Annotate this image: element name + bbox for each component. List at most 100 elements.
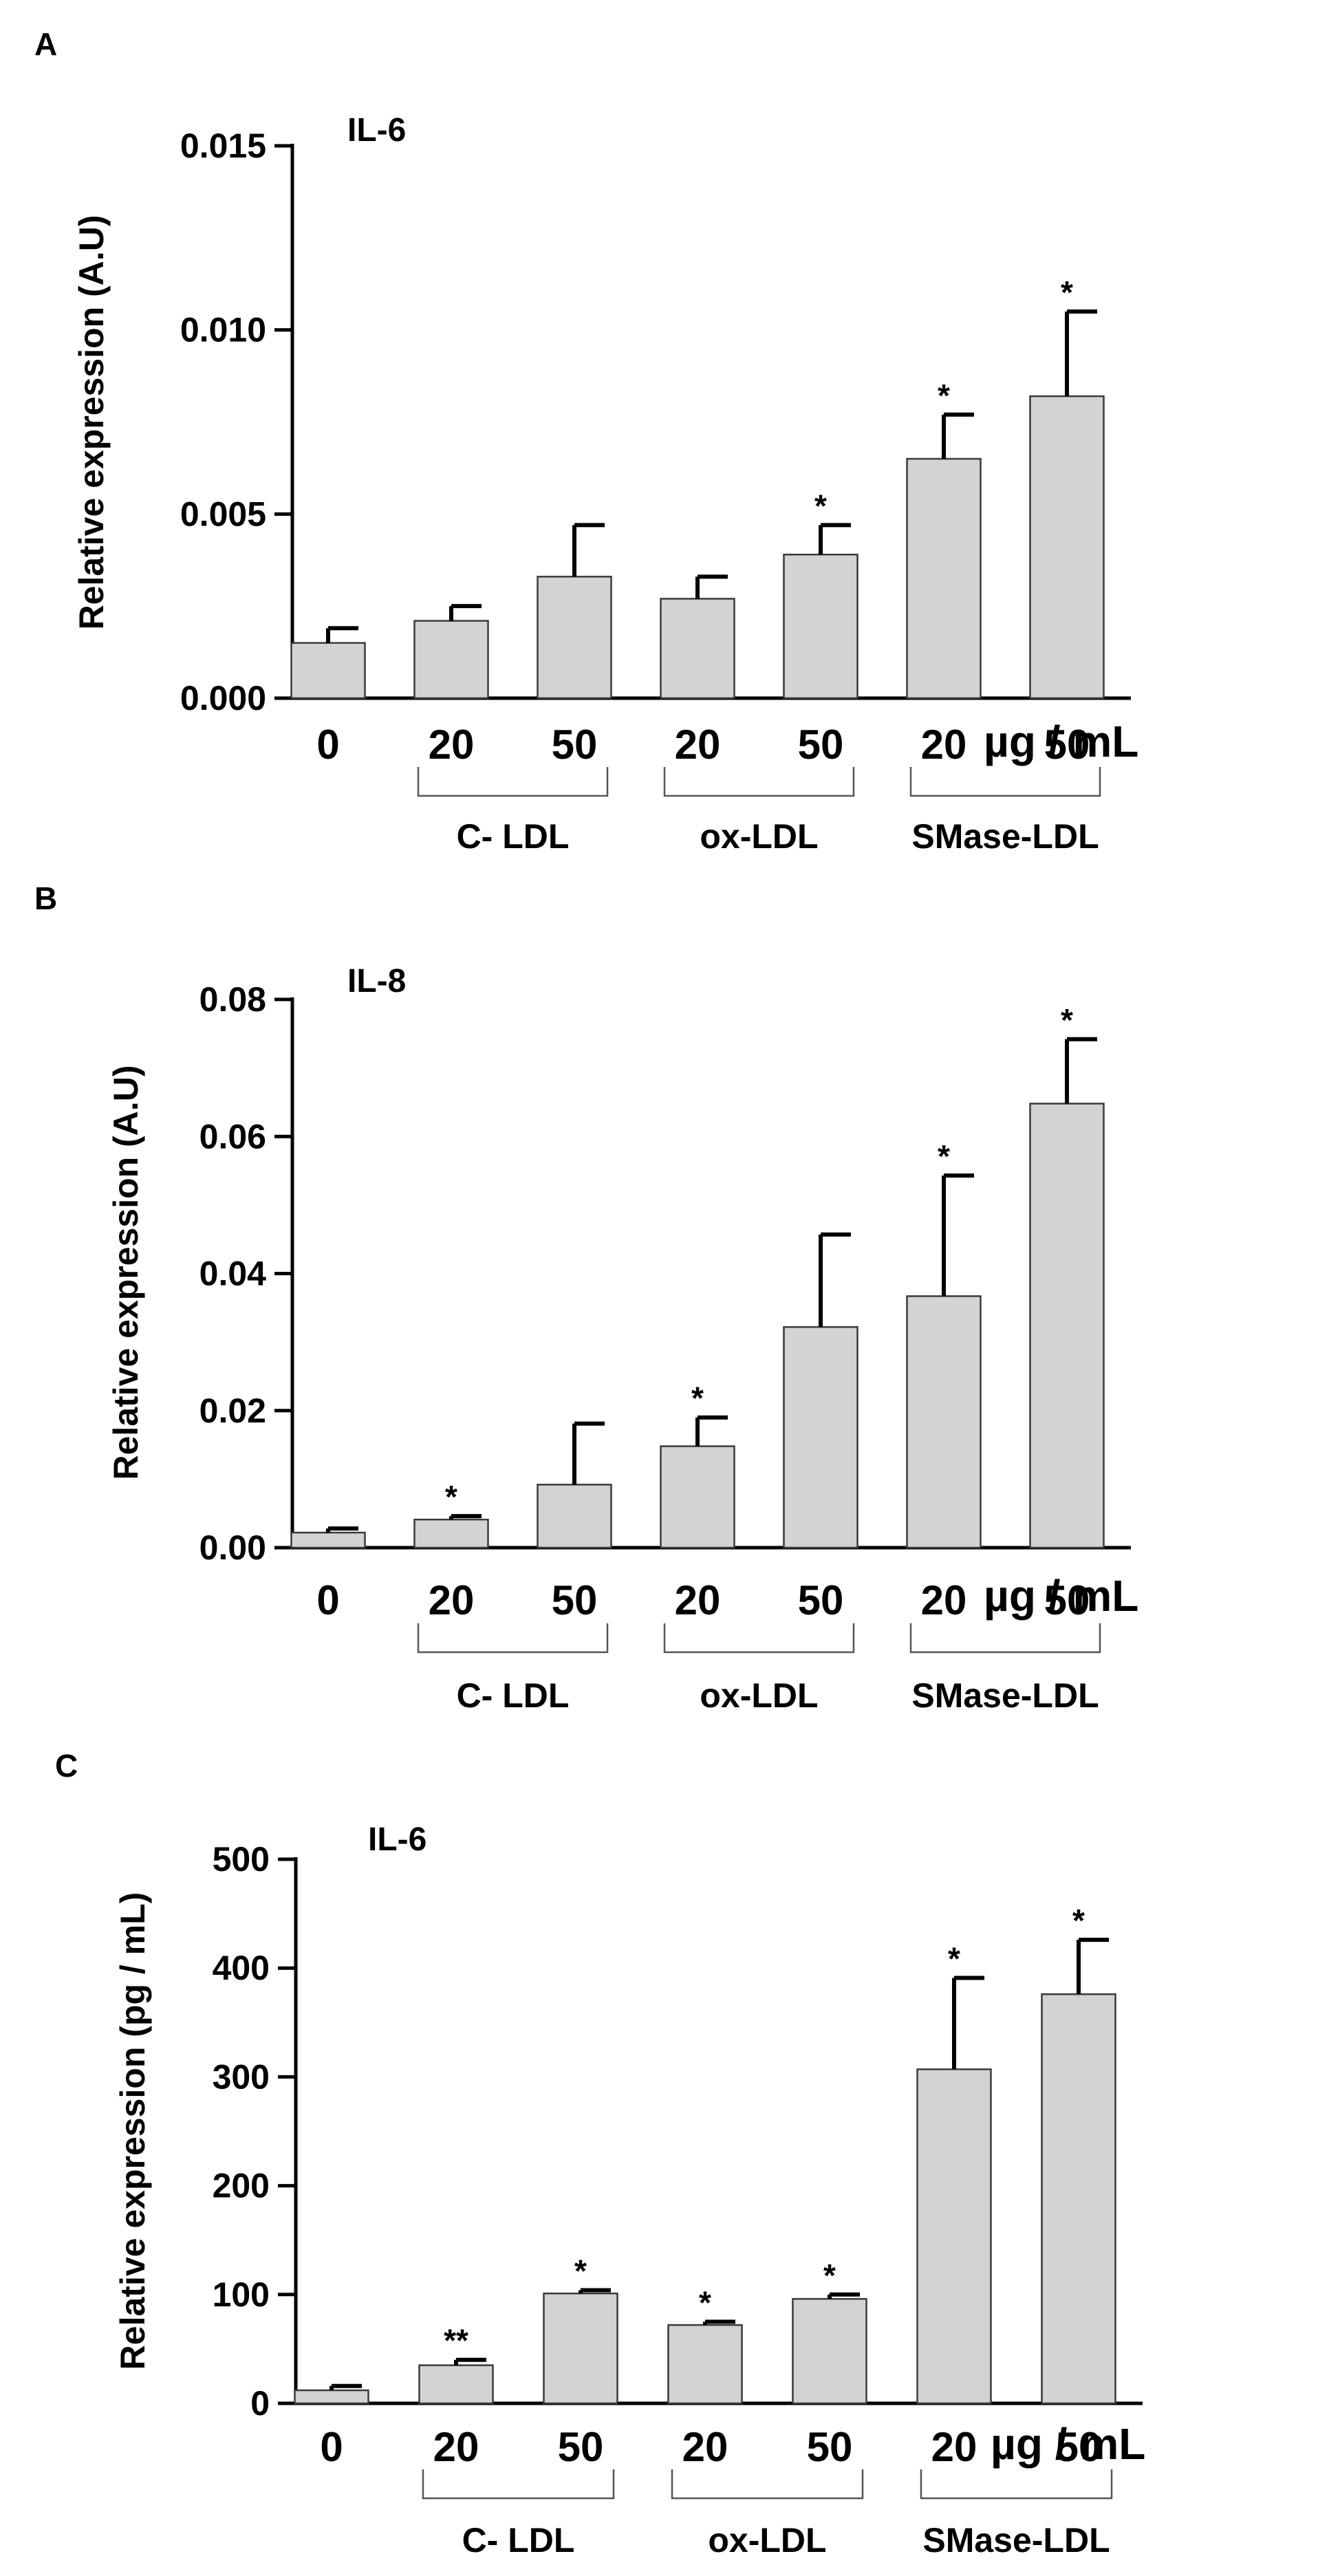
significance-marker: *: [699, 2284, 711, 2320]
group-bracket: [663, 1623, 855, 1654]
group-label: SMase-LDL: [911, 817, 1099, 856]
y-tick-label: 300: [213, 2057, 270, 2096]
x-tick-label: 20: [675, 722, 721, 768]
panel-label: C: [55, 1748, 78, 1784]
significance-marker: *: [948, 1940, 960, 1976]
x-tick-label: 0: [316, 722, 339, 768]
bar: [1041, 1993, 1116, 2405]
y-tick-label: 0.04: [199, 1255, 267, 1293]
y-tick-label: 0.010: [180, 311, 266, 349]
significance-marker: *: [574, 2253, 587, 2288]
group-label: ox-LDL: [700, 817, 818, 856]
x-tick-label: 50: [552, 1577, 598, 1623]
x-tick-label: 20: [921, 722, 967, 768]
group-bracket: [663, 767, 855, 797]
x-tick-label: 20: [931, 2424, 977, 2470]
significance-marker: *: [1072, 1903, 1085, 1938]
bar: [543, 2292, 618, 2405]
significance-marker: **: [444, 2323, 468, 2359]
x-tick-label: 20: [682, 2424, 728, 2470]
bar: [413, 1518, 489, 1549]
bar: [667, 2324, 743, 2405]
significance-marker: *: [814, 488, 827, 523]
bar: [413, 620, 489, 700]
x-unit-label: µg / mL: [984, 1571, 1138, 1621]
group-label: C- LDL: [457, 1676, 570, 1715]
chart-title: IL-8: [347, 963, 406, 999]
panel-label: B: [34, 880, 57, 916]
group-bracket: [671, 2469, 864, 2500]
group-label: SMase-LDL: [922, 2521, 1110, 2559]
significance-marker: *: [445, 1479, 457, 1515]
x-unit-label: µg / mL: [984, 717, 1138, 766]
bar: [660, 598, 735, 700]
x-tick-label: 50: [1056, 2424, 1102, 2470]
bar: [290, 1531, 366, 1549]
y-tick-label: 200: [213, 2167, 270, 2205]
x-unit-label: µg / mL: [991, 2419, 1145, 2469]
x-tick-label: 20: [675, 1577, 721, 1623]
y-tick-label: 0.000: [180, 679, 266, 717]
chart-title: IL-6: [347, 112, 406, 149]
group-label: ox-LDL: [708, 2521, 826, 2559]
bar: [294, 2389, 369, 2405]
bar: [660, 1445, 735, 1549]
bar: [792, 2297, 867, 2405]
group-bracket: [909, 767, 1101, 797]
significance-marker: *: [938, 1138, 950, 1174]
bar: [1029, 1103, 1105, 1549]
x-tick-label: 50: [798, 722, 844, 768]
y-axis-label: Relative expression (pg / mL): [114, 1892, 152, 2370]
panel-label: A: [34, 26, 57, 62]
group-label: SMase-LDL: [911, 1676, 1099, 1715]
x-tick-label: 20: [921, 1577, 967, 1623]
bar: [916, 2068, 992, 2405]
x-tick-label: 20: [429, 722, 475, 768]
y-tick-label: 0: [250, 2384, 270, 2423]
y-axis-label: Relative expression (A.U): [72, 215, 111, 630]
significance-marker: *: [938, 378, 950, 413]
significance-marker: *: [1061, 274, 1073, 310]
y-tick-label: 0.02: [199, 1392, 266, 1430]
bar: [290, 642, 366, 700]
significance-marker: *: [691, 1381, 704, 1416]
chart-panel-b: B IL-8 0.00 0.02 0.04 0.06 0.08 Relative expres…: [34, 880, 1138, 1715]
bar: [537, 1484, 612, 1549]
group-bracket: [920, 2469, 1113, 2500]
group-label: C- LDL: [462, 2521, 575, 2559]
y-tick-label: 100: [213, 2275, 270, 2314]
y-tick-label: 0.005: [180, 495, 266, 533]
group-bracket: [422, 2469, 615, 2500]
y-tick-label: 500: [213, 1840, 270, 1879]
x-tick-label: 50: [1044, 1577, 1090, 1623]
x-tick-label: 50: [558, 2424, 604, 2470]
group-bracket: [909, 1623, 1101, 1654]
chart-panel-a: A IL-6 0.000 0.005 0.010 0.015 Relative expres…: [34, 26, 1138, 856]
y-tick-label: 0.06: [199, 1117, 266, 1156]
x-tick-label: 20: [429, 1577, 475, 1623]
x-tick-label: 50: [1044, 722, 1090, 768]
x-tick-label: 20: [433, 2424, 479, 2470]
bar: [906, 1295, 982, 1549]
group-bracket: [417, 1623, 609, 1654]
significance-marker: *: [1061, 1002, 1073, 1038]
bar: [906, 457, 982, 700]
x-tick-label: 50: [807, 2424, 853, 2470]
y-tick-label: 400: [213, 1949, 270, 1987]
x-tick-label: 50: [798, 1577, 844, 1623]
y-tick-label: 0.08: [199, 980, 266, 1019]
bar: [418, 2364, 494, 2405]
x-tick-label: 0: [320, 2424, 343, 2470]
group-bracket: [417, 767, 609, 797]
x-tick-label: 50: [552, 722, 598, 768]
chart-title: IL-6: [368, 1821, 426, 1858]
y-axis-label: Relative expression (A.U): [107, 1065, 145, 1480]
y-tick-label: 0.015: [180, 127, 266, 165]
bar: [1029, 395, 1105, 700]
x-tick-label: 0: [316, 1577, 339, 1623]
significance-marker: *: [823, 2258, 836, 2293]
y-tick-label: 0.00: [199, 1528, 266, 1567]
group-label: C- LDL: [457, 817, 570, 856]
